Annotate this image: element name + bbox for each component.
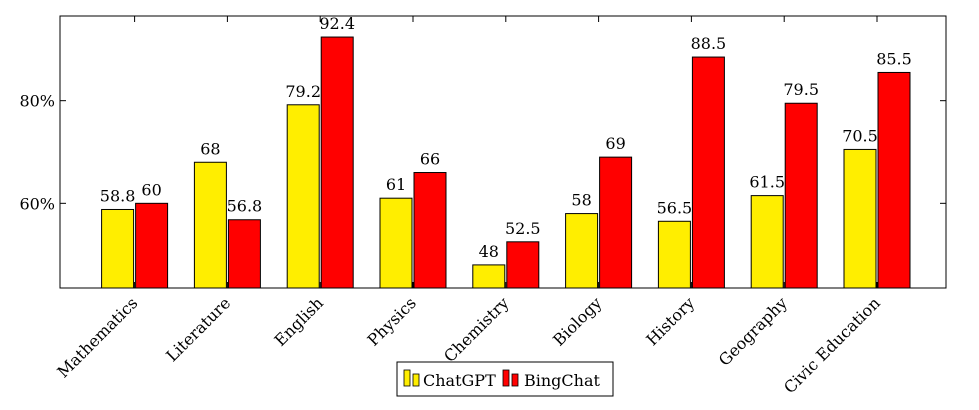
legend-swatch-chatgpt-b [412,373,420,387]
x-tick-label-physics: Physics [364,293,420,349]
data-label-chatgpt-physics: 61 [386,175,406,194]
bar-chatgpt-biology [565,213,599,289]
data-label-chatgpt-history: 56.5 [657,198,693,217]
bar-chatgpt-literature [193,161,227,289]
bar-chatgpt-geography [750,195,784,289]
x-tick-label-literature: Literature [162,293,234,365]
x-tick-label-english: English [270,293,327,350]
data-label-bingchat-chemistry: 52.5 [505,219,541,238]
bar-bingchat-civic-education [877,71,911,289]
legend: ChatGPT BingChat [396,361,614,397]
data-label-chatgpt-geography: 61.5 [749,173,785,192]
y-tick-label: 60% [19,194,55,213]
x-tick-label-chemistry: Chemistry [440,293,513,366]
data-label-bingchat-civic-education: 85.5 [876,49,912,68]
data-label-chatgpt-civic-education: 70.5 [842,126,878,145]
bar-chatgpt-history [657,220,691,289]
data-label-bingchat-biology: 69 [605,134,625,153]
data-label-bingchat-history: 88.5 [691,34,727,53]
data-label-bingchat-literature: 56.8 [227,197,263,216]
bar-bingchat-biology [599,156,633,289]
data-label-bingchat-english: 92.4 [319,14,355,33]
data-label-chatgpt-english: 79.2 [285,82,321,101]
bar-chatgpt-civic-education [843,148,877,289]
bar-bingchat-geography [784,102,818,289]
bar-chatgpt-english [286,104,320,289]
bar-chatgpt-mathematics [101,208,135,289]
bars [101,36,911,289]
x-tick-label-geography: Geography [715,293,791,369]
bar-chatgpt-chemistry [472,264,506,289]
data-label-bingchat-mathematics: 60 [141,180,161,199]
axis-ticks [60,16,946,288]
legend-swatch-bingchat-a [502,369,510,387]
x-tick-label-civic-education: Civic Education [780,293,884,397]
data-label-chatgpt-biology: 58 [571,191,591,210]
bar-bingchat-mathematics [135,202,169,289]
data-labels: 58.8 60 68 56.8 79.2 92.4 61 66 48 52.5 58 69 56.5 88… [100,14,912,261]
bar-chatgpt-physics [379,197,413,289]
legend-swatch-bingchat-b [511,373,519,387]
bar-bingchat-english [320,36,354,289]
data-label-chatgpt-literature: 68 [200,139,220,158]
data-label-chatgpt-mathematics: 58.8 [100,186,136,205]
x-tick-label-biology: Biology [549,293,605,349]
legend-label-chatgpt: ChatGPT [423,371,496,390]
bar-bingchat-history [691,56,725,289]
bar-bingchat-physics [413,172,447,289]
y-tick-labels: 60% 80% [19,92,55,214]
data-label-bingchat-geography: 79.5 [783,80,819,99]
legend-swatch-chatgpt-a [403,369,411,387]
bar-bingchat-chemistry [506,241,540,289]
x-tick-label-mathematics: Mathematics [53,293,141,381]
legend-label-bingchat: BingChat [524,371,601,390]
x-tick-label-history: History [642,293,698,349]
y-tick-label: 80% [19,92,55,111]
data-label-chatgpt-chemistry: 48 [479,242,499,261]
bar-bingchat-literature [227,219,261,289]
data-label-bingchat-physics: 66 [420,150,440,169]
